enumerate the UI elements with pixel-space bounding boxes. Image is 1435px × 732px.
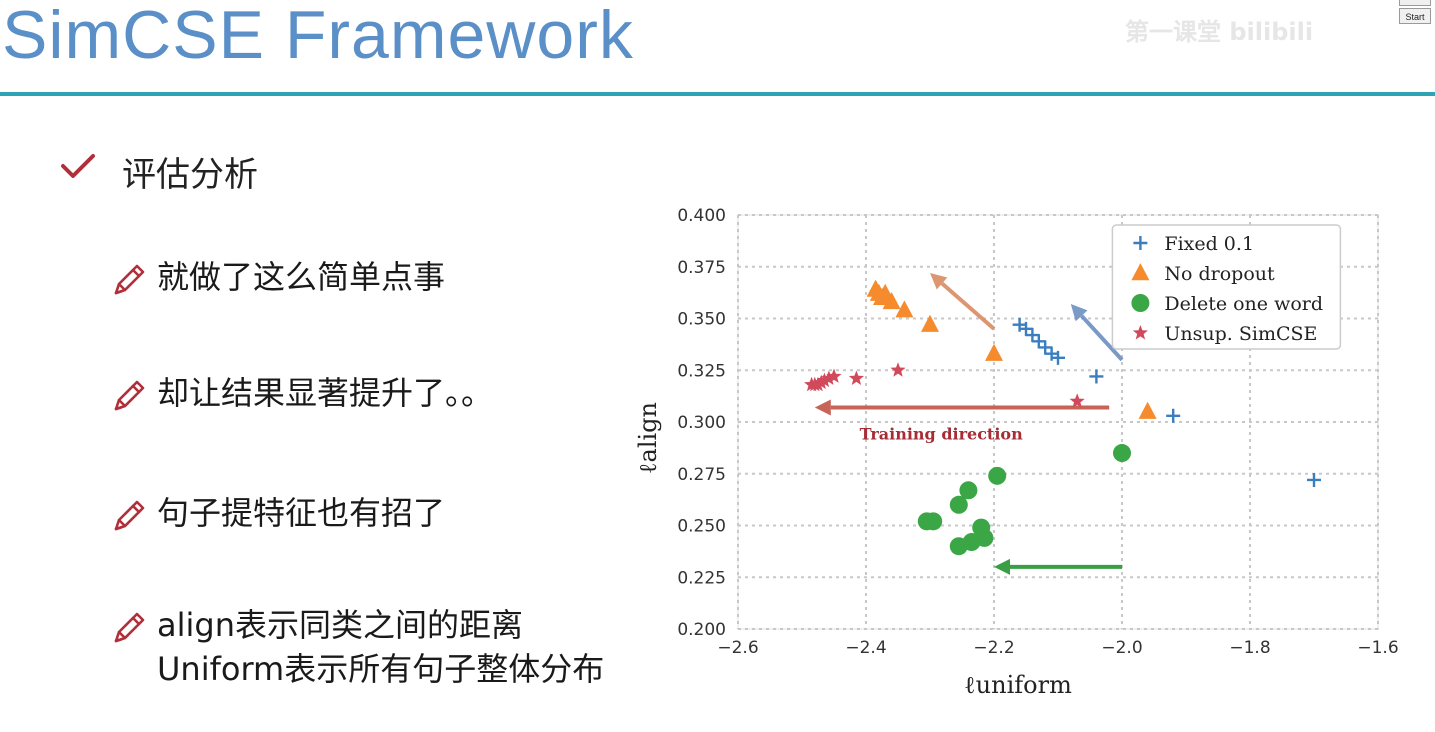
data-point (921, 314, 939, 332)
y-tick-label: 0.225 (677, 568, 726, 588)
legend-box (1111, 224, 1342, 350)
data-point (1138, 401, 1157, 419)
y-tick-label: 0.325 (677, 361, 726, 381)
checkmark-icon (61, 154, 95, 178)
y-tick-label: 0.300 (677, 413, 726, 433)
legend-marker (1132, 325, 1149, 340)
pencil-icon (114, 500, 145, 531)
arrow-head (930, 272, 948, 290)
x-axis-label: ℓuniform (964, 671, 1072, 699)
data-point (1089, 369, 1104, 384)
data-point (959, 481, 978, 500)
y-tick-label: 0.350 (677, 310, 726, 330)
x-tick-label: −2.6 (717, 638, 758, 658)
x-tick-label: −2.2 (973, 638, 1014, 658)
legend-marker (1131, 263, 1150, 281)
data-point (924, 512, 943, 531)
x-tick-label: −1.6 (1357, 638, 1398, 658)
data-point (1307, 472, 1321, 487)
slide-title: SimCSE Framework (2, 0, 634, 73)
legend-label: Delete one word (1164, 293, 1323, 315)
data-point (1166, 408, 1181, 423)
y-tick-label: 0.250 (677, 517, 726, 537)
data-point (1019, 321, 1033, 336)
x-tick-label: −1.8 (1229, 638, 1270, 658)
pencil-icon (114, 380, 145, 411)
bullet-text: Uniform表示所有句子整体分布 (157, 650, 605, 688)
data-point (821, 370, 837, 385)
data-point (949, 537, 968, 556)
bullet-text: 却让结果显著提升了。。 (157, 374, 494, 412)
bullet-text: 句子提特征也有招了 (157, 494, 446, 532)
pencil-icon (114, 612, 145, 643)
data-point (1051, 350, 1065, 365)
data-point (826, 368, 842, 383)
legend-marker (1131, 294, 1150, 312)
legend-label: Unsup. SimCSE (1164, 323, 1317, 345)
y-axis-label: ℓalign (634, 402, 662, 474)
y-tick-label: 0.375 (677, 258, 726, 278)
arrow-head (994, 558, 1010, 575)
legend-label: Fixed 0.1 (1164, 233, 1254, 255)
arrow-head (1070, 304, 1088, 322)
data-point (1069, 393, 1085, 408)
y-tick-label: 0.200 (677, 620, 726, 640)
data-point (949, 495, 968, 514)
training-direction-annotation: Training direction (860, 424, 1023, 443)
direction-arrow (940, 281, 996, 331)
bullet-text: align表示同类之间的距离 (157, 606, 523, 644)
arrow-head (814, 399, 831, 416)
data-point (895, 300, 914, 318)
data-point (1113, 444, 1131, 463)
data-point (1025, 328, 1040, 343)
legend-label: No dropout (1164, 263, 1275, 285)
watermark: 第一课堂 bilibili (1125, 18, 1314, 46)
title-divider (0, 92, 1435, 96)
data-point (882, 292, 901, 310)
x-tick-label: −2.0 (1101, 638, 1142, 658)
scatter-chart: −2.6 −2.4 −2.2 −2.0 −1.8 −1.6 0.200 0.225 0.250 0… (634, 206, 1399, 699)
direction-arrow (1080, 314, 1124, 362)
y-tick-label: 0.275 (677, 465, 726, 485)
data-point (985, 343, 1003, 361)
toolbar-button-top[interactable] (1399, 0, 1431, 6)
legend-marker (1133, 236, 1148, 250)
bullet-text: 就做了这么简单点事 (157, 258, 446, 296)
start-button[interactable]: Start (1399, 8, 1431, 24)
data-point (988, 466, 1007, 485)
pencil-icon (114, 264, 145, 295)
data-point (1031, 334, 1046, 349)
data-point (816, 372, 833, 388)
data-point (848, 370, 865, 385)
section-heading: 评估分析 (122, 155, 258, 195)
y-tick-label: 0.400 (677, 206, 726, 226)
x-tick-label: −2.4 (845, 638, 886, 658)
data-point (1038, 340, 1053, 355)
data-point (890, 362, 906, 377)
